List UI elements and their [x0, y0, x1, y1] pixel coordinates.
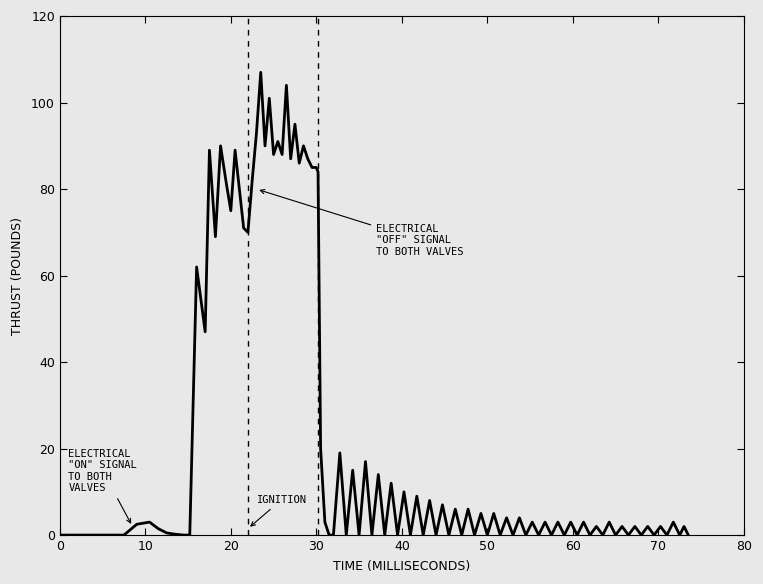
Text: IGNITION: IGNITION	[251, 495, 307, 526]
X-axis label: TIME (MILLISECONDS): TIME (MILLISECONDS)	[333, 560, 471, 573]
Text: ELECTRICAL
"ON" SIGNAL
TO BOTH
VALVES: ELECTRICAL "ON" SIGNAL TO BOTH VALVES	[69, 449, 137, 523]
Text: ELECTRICAL
"OFF" SIGNAL
TO BOTH VALVES: ELECTRICAL "OFF" SIGNAL TO BOTH VALVES	[260, 190, 464, 257]
Y-axis label: THRUST (POUNDS): THRUST (POUNDS)	[11, 217, 24, 335]
